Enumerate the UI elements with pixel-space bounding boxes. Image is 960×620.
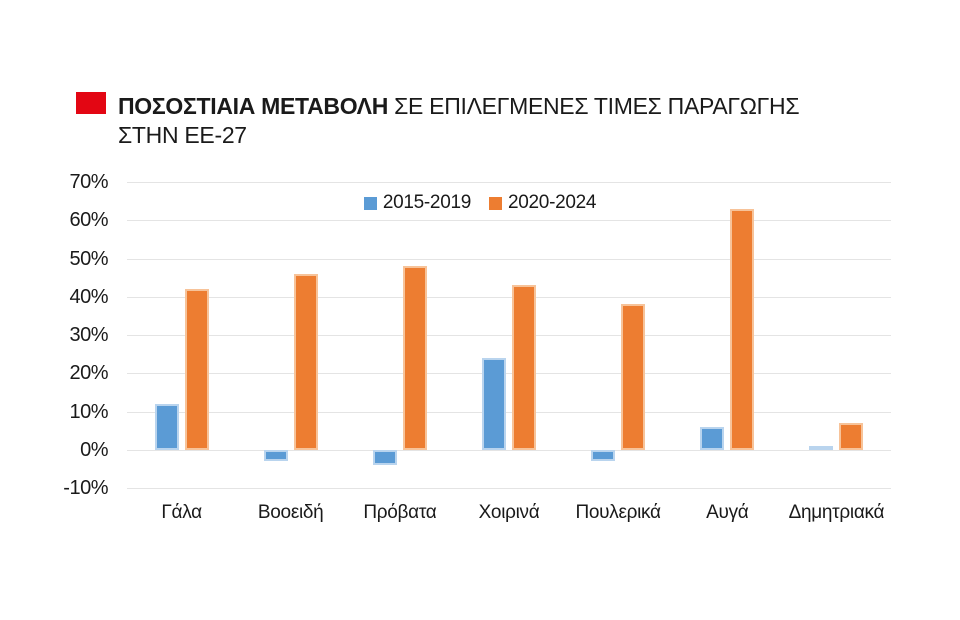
y-tick-label-70: 70% — [69, 171, 108, 193]
y-tick-label-60: 60% — [69, 209, 108, 232]
x-category-label-3: Πρόβατα — [363, 502, 437, 523]
bar-2015-2019-Δημητριακά — [809, 445, 834, 450]
bar-2020-2024-Γάλα — [184, 289, 209, 450]
gridline-70 — [127, 182, 891, 183]
y-tick-label-50: 50% — [69, 247, 108, 270]
x-category-label-6: Αυγά — [706, 502, 749, 523]
bar-2020-2024-Βοοειδή — [293, 273, 318, 450]
bar-2020-2024-Δημητριακά — [839, 423, 864, 450]
bar-2015-2019-Πουλερικά — [591, 449, 616, 462]
bar-2015-2019-Βοοειδή — [263, 449, 288, 462]
gridline-30 — [127, 335, 891, 336]
y-tick-label-30: 30% — [69, 324, 108, 346]
title-bold-part: ΠΟΣΟΣΤΙΑΙΑ ΜΕΤΑΒΟΛΗ — [118, 93, 389, 119]
bar-2015-2019-Χοιρινά — [482, 358, 506, 450]
bar-2015-2019-Πρόβατα — [372, 449, 397, 466]
gridline-60 — [127, 220, 891, 222]
y-tick-label-20: 20% — [69, 362, 108, 385]
y-tick-label-0: 0% — [80, 438, 108, 461]
bar-2020-2024-Πρόβατα — [402, 266, 427, 450]
gridline-40 — [127, 296, 891, 298]
chart-title: ΠΟΣΟΣΤΙΑΙΑ ΜΕΤΑΒΟΛΗ ΣΕ ΕΠΙΛΕΓΜΕΝΕΣ ΤΙΜΕΣ… — [76, 92, 930, 150]
chart-legend: 2015-2019 2020-2024 — [0, 192, 960, 214]
legend-label-2020-2024: 2020-2024 — [508, 192, 597, 213]
gridline-10 — [127, 411, 891, 413]
legend-swatch-icon-2020-2024 — [489, 196, 502, 210]
legend-item-2015-2019: 2015-2019 — [363, 192, 471, 214]
gridline-0 — [127, 449, 891, 451]
x-category-label-4: Χοιρινά — [478, 502, 540, 523]
y-tick-label-40: 40% — [69, 285, 108, 308]
x-category-label-7: Δημητριακά — [788, 502, 885, 523]
x-category-label-1: Γάλα — [161, 502, 202, 523]
gridline-50 — [127, 258, 891, 260]
plot-area — [127, 182, 891, 489]
x-category-label-2: Βοοειδή — [257, 502, 324, 523]
bar-2020-2024-Πουλερικά — [621, 304, 646, 450]
legend-label-2015-2019: 2015-2019 — [382, 192, 471, 213]
gridline--10 — [127, 488, 891, 489]
bar-2015-2019-Αυγά — [700, 426, 725, 450]
title-line2: ΣΤΗΝ ΕΕ-27 — [118, 122, 247, 148]
bar-2015-2019-Γάλα — [154, 403, 179, 450]
x-category-label-5: Πουλερικά — [575, 502, 661, 523]
legend-item-2020-2024: 2020-2024 — [489, 192, 596, 214]
bar-2020-2024-Αυγά — [730, 208, 755, 450]
bar-2020-2024-Χοιρινά — [512, 285, 536, 450]
y-tick-label--10: -10% — [63, 477, 108, 499]
y-tick-label-10: 10% — [69, 400, 108, 423]
title-regular-part: ΣΕ ΕΠΙΛΕΓΜΕΝΕΣ ΤΙΜΕΣ ΠΑΡΑΓΩΓΗΣ — [388, 93, 800, 119]
red-square-bullet-icon — [76, 92, 106, 114]
legend-swatch-icon-2015-2019 — [363, 196, 377, 210]
gridline-20 — [127, 373, 891, 375]
